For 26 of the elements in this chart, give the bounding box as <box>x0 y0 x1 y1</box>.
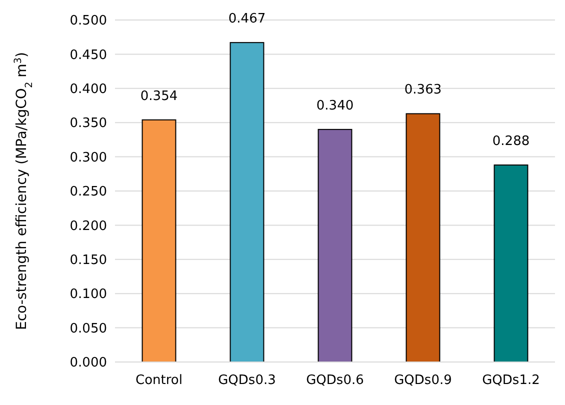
x-tick-label: GQDs1.2 <box>482 373 540 388</box>
y-tick-label: 0.200 <box>70 218 107 234</box>
y-tick-label: 0.250 <box>70 184 107 200</box>
y-tick-label: 0.150 <box>70 252 107 268</box>
y-tick-label: 0.500 <box>70 14 107 29</box>
bar <box>142 119 176 362</box>
data-label: 0.288 <box>492 134 530 150</box>
data-label: 0.363 <box>404 82 442 98</box>
data-label: 0.354 <box>140 88 178 104</box>
x-tick-label: GQDs0.6 <box>306 373 364 388</box>
x-tick-label: GQDs0.3 <box>218 373 276 388</box>
y-tick-label: 0.000 <box>70 356 107 371</box>
bar <box>230 42 264 362</box>
y-tick-label: 0.400 <box>70 82 107 97</box>
x-tick-label: GQDs0.9 <box>394 373 452 388</box>
y-tick-label: 0.050 <box>70 321 107 336</box>
x-tick-label: Control <box>136 373 182 388</box>
y-tick-label: 0.100 <box>70 287 107 302</box>
y-tick-label: 0.350 <box>70 116 107 132</box>
y-tick-label: 0.300 <box>70 150 107 166</box>
bar <box>494 164 528 362</box>
bar <box>318 128 352 362</box>
data-label: 0.467 <box>228 12 266 27</box>
y-tick-label: 0.450 <box>70 48 107 63</box>
bar <box>406 113 440 362</box>
data-label: 0.340 <box>316 98 354 114</box>
